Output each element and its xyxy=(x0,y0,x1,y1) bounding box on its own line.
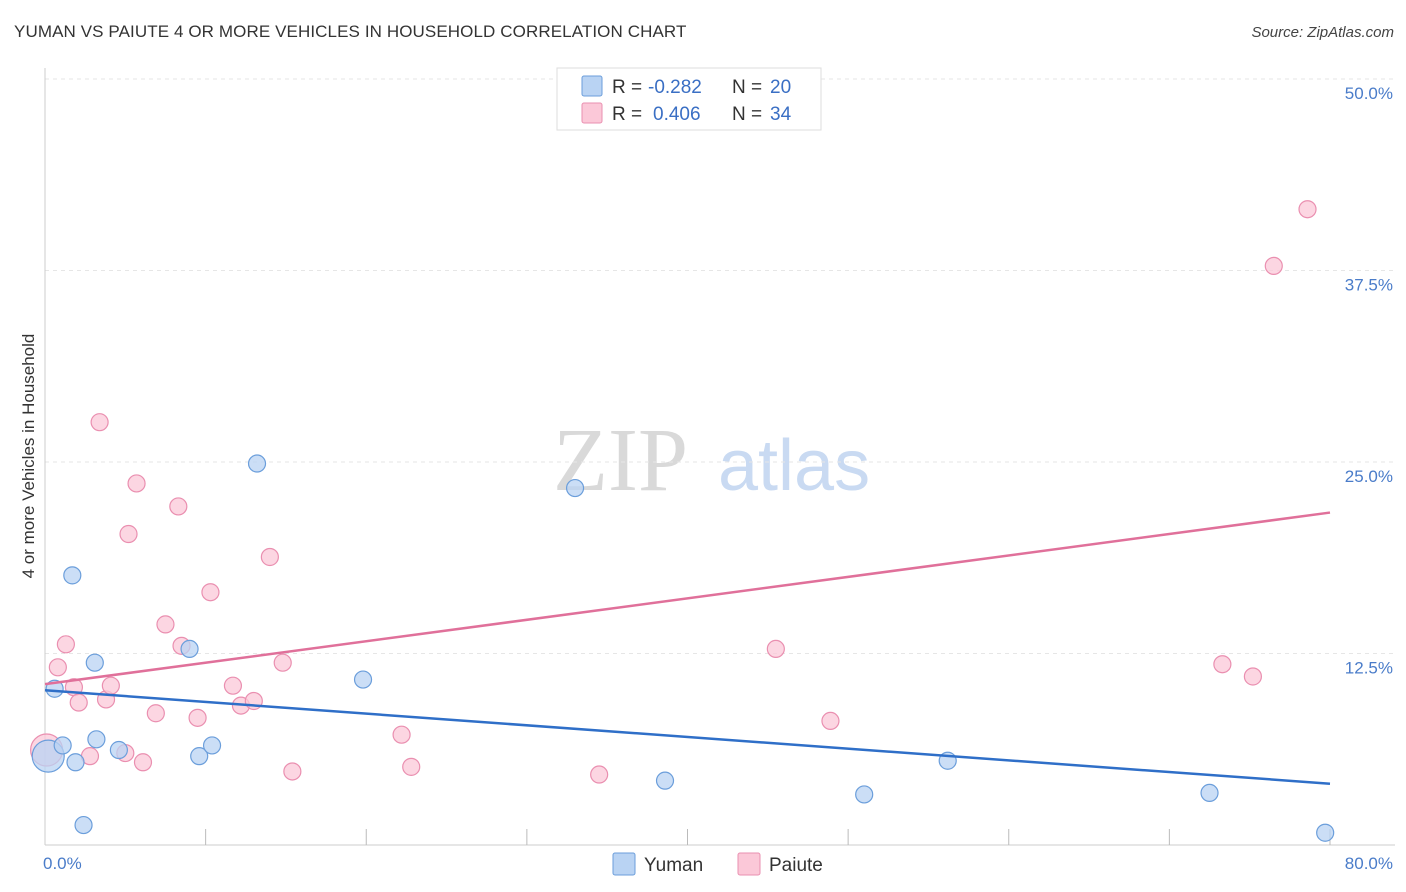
paiute-point xyxy=(201,583,220,602)
trend-lines xyxy=(44,511,1331,785)
series-legend: Yuman Paiute xyxy=(612,852,823,876)
yuman-r-value: -0.282 xyxy=(648,77,702,98)
yuman-point xyxy=(1316,823,1335,842)
paiute-point xyxy=(188,708,207,727)
x-tick-labels: 0.0% 80.0% xyxy=(43,854,1393,873)
paiute-point xyxy=(119,524,138,544)
paiute-point xyxy=(133,753,153,772)
yuman-n-label: N = xyxy=(732,77,762,98)
paiute-n-value: 34 xyxy=(770,104,792,125)
paiute-n-label: N = xyxy=(732,104,762,125)
yuman-point xyxy=(53,736,72,755)
paiute-point xyxy=(146,704,165,723)
stats-legend: R = -0.282 N = 20 R = 0.406 N = 34 xyxy=(556,67,822,131)
paiute-point xyxy=(273,653,292,672)
yuman-point xyxy=(565,478,585,498)
paiute-point xyxy=(223,676,243,695)
paiute-point xyxy=(402,757,421,776)
yuman-point xyxy=(353,670,373,689)
paiute-point xyxy=(169,497,188,516)
yuman-point xyxy=(202,736,222,755)
x-tick-marks xyxy=(205,829,1331,845)
y-tick-label: 50.0% xyxy=(1345,84,1393,103)
paiute-point xyxy=(1298,200,1317,219)
yuman-point xyxy=(63,566,82,585)
paiute-point xyxy=(127,474,146,493)
yuman-trend-line xyxy=(44,689,1331,785)
paiute-point xyxy=(69,693,88,712)
y-tick-label: 25.0% xyxy=(1345,467,1393,486)
yuman-point xyxy=(74,815,93,835)
yuman-r-label: R = xyxy=(612,77,642,98)
yuman-legend-swatch xyxy=(581,75,603,97)
paiute-point xyxy=(821,711,840,731)
axes xyxy=(44,68,1395,846)
legend-paiute-label: Paiute xyxy=(769,855,823,876)
paiute-legend-swatch xyxy=(581,102,603,124)
yuman-point xyxy=(190,747,209,766)
watermark: ZIP atlas xyxy=(553,411,870,510)
yuman-point xyxy=(247,454,267,473)
paiute-point xyxy=(1213,655,1232,674)
yuman-point xyxy=(85,653,104,672)
legend-yuman-label: Yuman xyxy=(644,855,703,876)
x-tick-label-min: 0.0% xyxy=(43,854,82,873)
paiute-point xyxy=(48,658,67,677)
grid-lines xyxy=(45,78,1395,654)
yuman-point xyxy=(87,730,106,749)
yuman-point xyxy=(180,639,199,659)
source-label: Source: ZipAtlas.com xyxy=(1251,24,1394,41)
chart-title: YUMAN VS PAIUTE 4 OR MORE VEHICLES IN HO… xyxy=(14,22,687,41)
paiute-point xyxy=(766,639,785,659)
yuman-point xyxy=(66,753,85,772)
yuman-point xyxy=(655,771,675,790)
yuman-n-value: 20 xyxy=(770,77,791,98)
legend-paiute-swatch xyxy=(737,852,761,876)
yuman-point xyxy=(109,740,128,760)
paiute-point xyxy=(392,725,411,744)
y-tick-labels: 12.5% 25.0% 37.5% 50.0% xyxy=(1345,84,1393,678)
watermark-atlas: atlas xyxy=(718,426,870,506)
paiute-point xyxy=(101,676,120,695)
paiute-point xyxy=(156,615,175,634)
y-tick-label: 12.5% xyxy=(1345,659,1393,678)
y-axis-label: 4 or more Vehicles in Household xyxy=(19,334,38,579)
paiute-point xyxy=(1243,667,1263,686)
paiute-trend-line xyxy=(44,511,1331,686)
paiute-point xyxy=(283,762,302,781)
paiute-point xyxy=(90,413,109,432)
paiute-point xyxy=(1264,256,1283,276)
y-tick-label: 37.5% xyxy=(1345,276,1393,295)
paiute-point xyxy=(260,547,279,567)
data-points xyxy=(30,200,1335,842)
paiute-point xyxy=(590,765,609,784)
paiute-point xyxy=(56,635,75,654)
yuman-point xyxy=(855,785,874,804)
yuman-point xyxy=(1200,783,1219,803)
legend-yuman-swatch xyxy=(612,852,636,876)
paiute-r-value: 0.406 xyxy=(653,104,701,125)
paiute-r-label: R = xyxy=(612,104,642,125)
x-tick-label-max: 80.0% xyxy=(1345,854,1393,873)
